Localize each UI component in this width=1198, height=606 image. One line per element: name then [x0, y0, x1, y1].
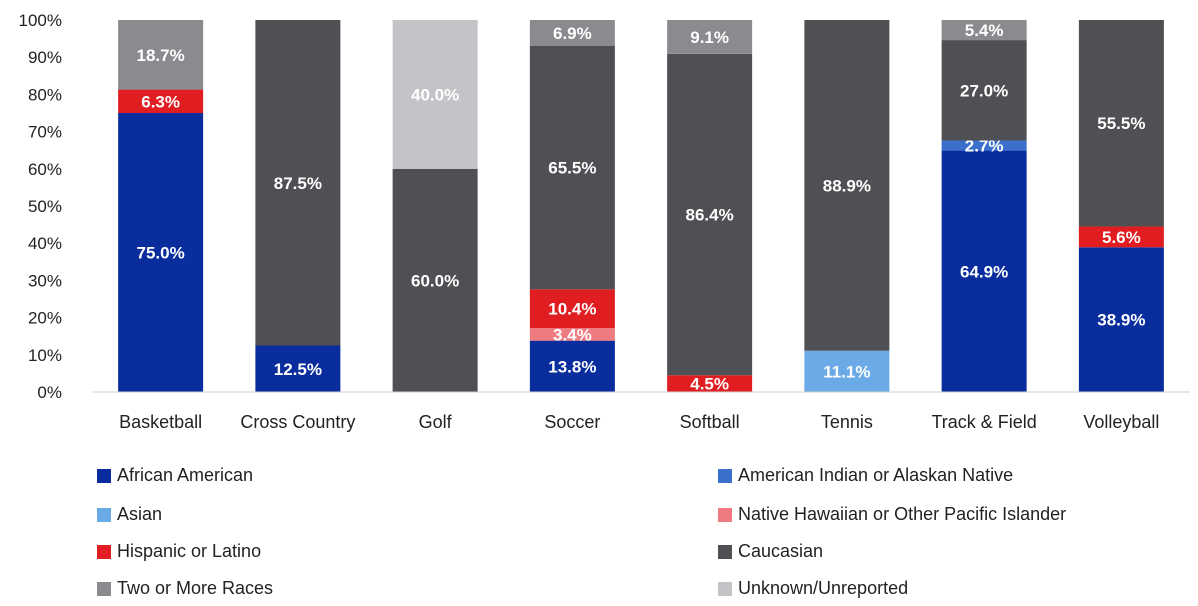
bar-segment — [941, 140, 1027, 151]
bar-segment — [529, 45, 615, 290]
y-tick-label: 30% — [28, 271, 62, 290]
x-tick-label: Softball — [680, 412, 740, 432]
legend-swatch — [718, 582, 732, 596]
legend-item: Caucasian — [718, 541, 823, 561]
data-label: 6.3% — [141, 92, 180, 111]
data-label: 40.0% — [411, 85, 459, 104]
data-label: 38.9% — [1097, 311, 1145, 330]
bar-segment — [392, 168, 478, 392]
legend-item: American Indian or Alaskan Native — [718, 465, 1013, 485]
bar-segment — [255, 345, 341, 392]
data-label: 60.0% — [411, 271, 459, 290]
data-label: 5.4% — [965, 21, 1004, 40]
bar-segment — [529, 20, 615, 46]
x-tick-label: Track & Field — [931, 412, 1036, 432]
bar-segment — [118, 89, 204, 113]
data-label: 18.7% — [137, 46, 185, 65]
y-tick-label: 90% — [28, 48, 62, 67]
data-label: 10.4% — [548, 300, 596, 319]
legend-swatch — [97, 469, 111, 483]
bar-segment — [941, 20, 1027, 41]
legend-item: Native Hawaiian or Other Pacific Islande… — [718, 504, 1066, 524]
bar-segment — [667, 375, 753, 392]
bar-segment — [392, 20, 478, 169]
bar-segment — [255, 20, 341, 346]
data-label: 65.5% — [548, 158, 596, 177]
y-axis: 0% 10% 20% 30% 40% 50% 60% 70% 80% 90% 100% — [19, 11, 62, 402]
bar-segment — [529, 340, 615, 392]
data-label: 55.5% — [1097, 114, 1145, 133]
data-label: 12.5% — [274, 360, 322, 379]
legend-item: Unknown/Unreported — [718, 578, 908, 598]
data-label: 88.9% — [823, 176, 871, 195]
y-tick-label: 40% — [28, 234, 62, 253]
x-tick-label: Tennis — [821, 412, 873, 432]
legend-label: Caucasian — [738, 541, 823, 561]
bar-segment — [1078, 20, 1164, 227]
data-label: 11.1% — [823, 362, 870, 381]
bar-segment — [667, 53, 753, 376]
legend-swatch — [97, 545, 111, 559]
bar-segment — [529, 289, 615, 329]
bar-segment — [529, 328, 615, 341]
y-tick-label: 60% — [28, 160, 62, 179]
bar-segment — [941, 40, 1027, 141]
bar-segment — [118, 20, 204, 90]
data-label: 13.8% — [548, 357, 596, 376]
y-tick-label: 20% — [28, 309, 62, 328]
data-label: 4.5% — [690, 375, 729, 394]
legend-item: Asian — [97, 504, 162, 524]
y-tick-label: 80% — [28, 85, 62, 104]
bar-segment — [804, 350, 890, 392]
legend-item: Hispanic or Latino — [97, 541, 261, 561]
legend-swatch — [97, 508, 111, 522]
y-tick-label: 10% — [28, 346, 62, 365]
y-tick-label: 100% — [19, 11, 62, 30]
legend-swatch — [718, 469, 732, 483]
data-label: 87.5% — [274, 174, 322, 193]
bar-segment — [1078, 226, 1164, 248]
bar-segment — [667, 20, 753, 54]
legend-swatch — [718, 545, 732, 559]
legend-item: Two or More Races — [97, 578, 273, 598]
data-label: 64.9% — [960, 262, 1008, 281]
x-tick-label: Basketball — [119, 412, 202, 432]
data-label: 86.4% — [686, 206, 734, 225]
legend-item: African American — [97, 465, 253, 485]
x-tick-label: Volleyball — [1083, 412, 1159, 432]
data-label: 9.1% — [690, 28, 729, 47]
legend-label: Two or More Races — [117, 578, 273, 598]
y-tick-label: 50% — [28, 197, 62, 216]
y-tick-label: 0% — [37, 383, 62, 402]
legend-label: American Indian or Alaskan Native — [738, 465, 1013, 485]
x-tick-label: Golf — [419, 412, 453, 432]
bar-segment — [941, 150, 1027, 392]
bars: 75.0% 6.3% 18.7% 12.5% 87.5% 60.0% 40.0% 13.8% 3… — [118, 20, 1164, 394]
data-label: 3.4% — [553, 325, 592, 344]
data-label: 6.9% — [553, 24, 592, 43]
legend-label: African American — [117, 465, 253, 485]
data-label: 75.0% — [137, 244, 185, 263]
bar-segment — [804, 20, 890, 351]
x-tick-label: Cross Country — [240, 412, 355, 432]
bar-segment — [1078, 247, 1164, 392]
legend-label: Native Hawaiian or Other Pacific Islande… — [738, 504, 1066, 524]
data-label: 5.6% — [1102, 228, 1141, 247]
legend: African American American Indian or Alask… — [97, 465, 1066, 598]
x-axis: Basketball Cross Country Golf Soccer Softbal… — [92, 391, 1190, 432]
y-tick-label: 70% — [28, 123, 62, 142]
data-label: 2.7% — [965, 137, 1004, 156]
data-label: 27.0% — [960, 81, 1008, 100]
legend-label: Asian — [117, 504, 162, 524]
bar-segment — [118, 113, 204, 392]
legend-label: Unknown/Unreported — [738, 578, 908, 598]
legend-label: Hispanic or Latino — [117, 541, 261, 561]
legend-swatch — [97, 582, 111, 596]
x-tick-label: Soccer — [544, 412, 600, 432]
legend-swatch — [718, 508, 732, 522]
